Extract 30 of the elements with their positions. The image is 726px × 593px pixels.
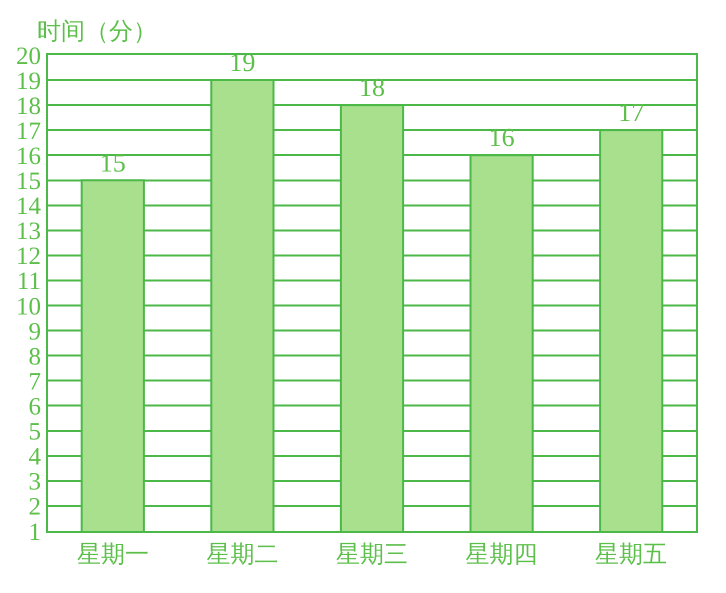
y-tick-label: 18 xyxy=(16,92,41,120)
y-tick-label: 7 xyxy=(28,368,41,396)
data-label: 15 xyxy=(100,148,126,178)
y-tick-label: 15 xyxy=(16,168,41,196)
y-tick-label: 1 xyxy=(28,518,41,546)
y-tick-label: 3 xyxy=(28,468,41,496)
y-tick-label: 20 xyxy=(16,42,41,70)
y-tick-label: 12 xyxy=(16,243,41,270)
x-tick-label: 星期五 xyxy=(595,540,668,568)
y-tick-label: 2 xyxy=(28,494,41,521)
y-tick-label: 4 xyxy=(28,444,42,471)
y-tick-label: 17 xyxy=(16,118,41,145)
y-tick-label: 16 xyxy=(16,142,41,170)
y-tick-label: 11 xyxy=(16,268,41,296)
y-axis-title: 时间（分） xyxy=(37,17,157,45)
x-tick-label: 星期三 xyxy=(336,540,408,568)
y-tick-label: 19 xyxy=(16,68,41,95)
y-tick-label: 5 xyxy=(28,418,41,446)
y-tick-label: 8 xyxy=(28,343,41,370)
x-tick-label: 星期一 xyxy=(76,540,149,568)
data-label: 17 xyxy=(618,98,644,128)
y-tick-label: 6 xyxy=(28,393,41,420)
x-tick-label: 星期二 xyxy=(206,540,278,568)
y-tick-label: 14 xyxy=(16,193,42,220)
y-tick-label: 9 xyxy=(28,318,41,346)
y-tick-label: 13 xyxy=(16,218,41,246)
data-label: 18 xyxy=(359,73,385,102)
y-tick-label: 10 xyxy=(16,293,41,320)
data-label: 16 xyxy=(488,123,515,152)
x-tick-label: 星期四 xyxy=(466,540,538,568)
